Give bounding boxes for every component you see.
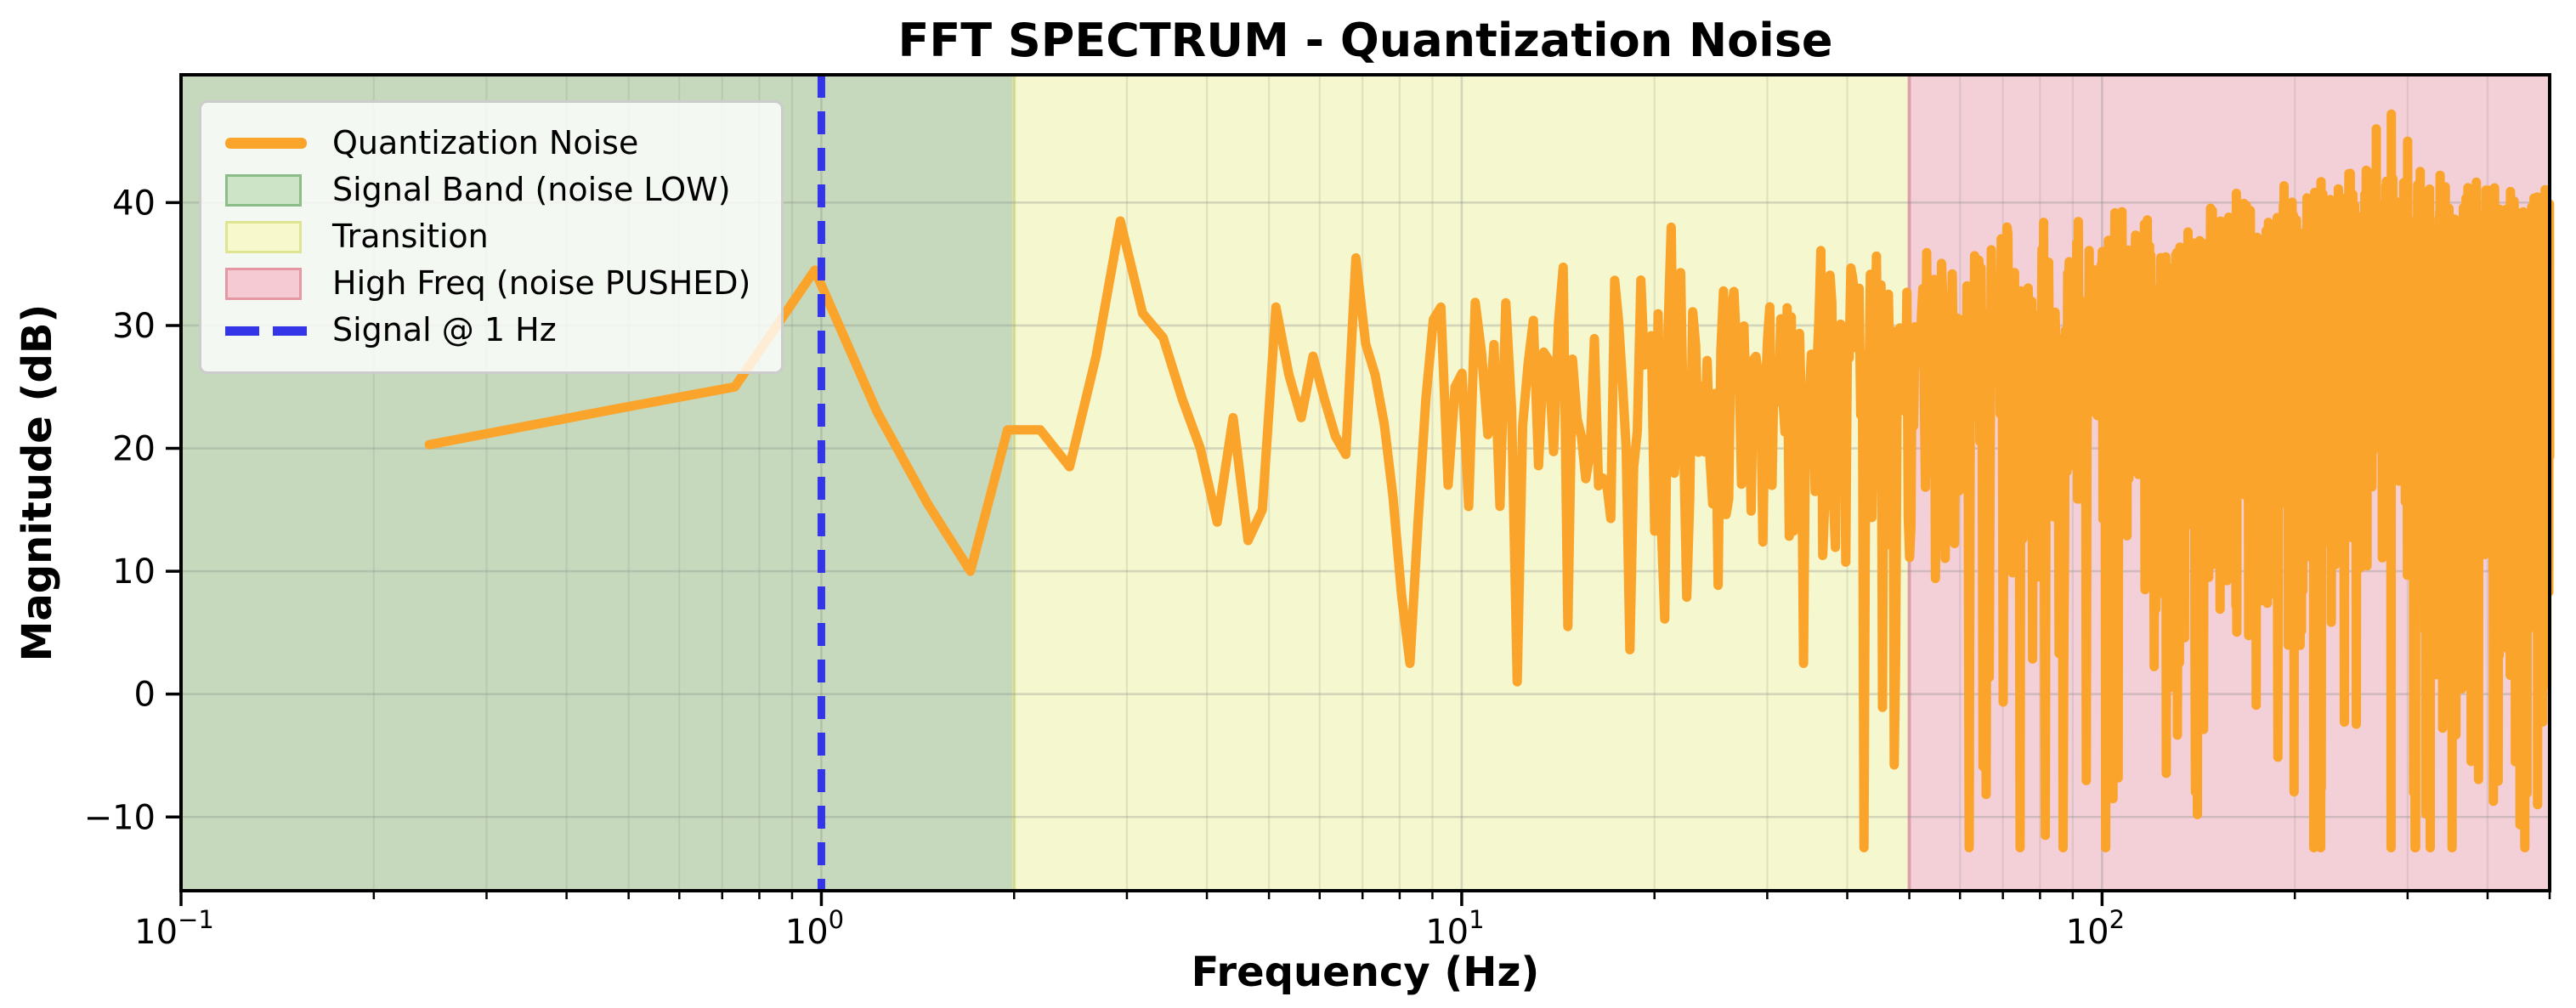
blue-dash-swatch-icon [225,326,307,336]
legend-item-quantization-noise: Quantization Noise [225,123,757,161]
yellow-patch-swatch-icon [225,220,307,253]
y-tick-label: 30 [112,307,156,346]
y-tick-label: 0 [134,676,156,715]
x-axis-label: Frequency (Hz) [1191,949,1540,996]
y-tick-label: −10 [84,798,156,837]
legend-item-label: Transition [332,218,489,256]
legend-item-label: Signal @ 1 Hz [332,311,557,349]
legend-item-transition: Transition [225,218,757,256]
legend-item-high-freq: High Freq (noise PUSHED) [225,264,757,303]
x-tick-label: 100 [785,905,844,952]
green-patch-swatch-icon [225,173,307,207]
y-tick-label: 20 [112,430,156,469]
x-tick-label: 10−1 [134,905,214,952]
y-tick-label: 10 [112,552,156,592]
chart-title: FFT SPECTRUM - Quantization Noise [897,14,1833,67]
quantization-noise-line [424,109,2555,852]
pink-patch-swatch-icon [225,268,307,301]
orange-line-swatch-icon [225,138,307,150]
y-tick-label: 40 [112,184,156,223]
legend-item-label: High Freq (noise PUSHED) [332,264,751,303]
legend-item-signal-1hz: Signal @ 1 Hz [225,313,757,348]
plot-spines [179,73,2551,892]
x-tick-label: 102 [2066,905,2125,952]
legend-item-signal-band: Signal Band (noise LOW) [225,170,757,208]
legend: Quantization Noise Signal Band (noise LO… [199,100,784,374]
legend-item-label: Signal Band (noise LOW) [332,170,731,208]
legend-item-label: Quantization Noise [332,123,639,161]
x-tick-label: 101 [1425,905,1484,952]
